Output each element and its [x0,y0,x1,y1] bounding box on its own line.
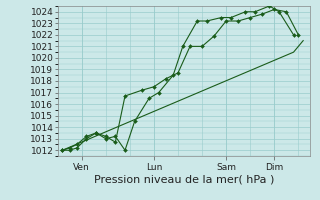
X-axis label: Pression niveau de la mer( hPa ): Pression niveau de la mer( hPa ) [94,175,274,185]
